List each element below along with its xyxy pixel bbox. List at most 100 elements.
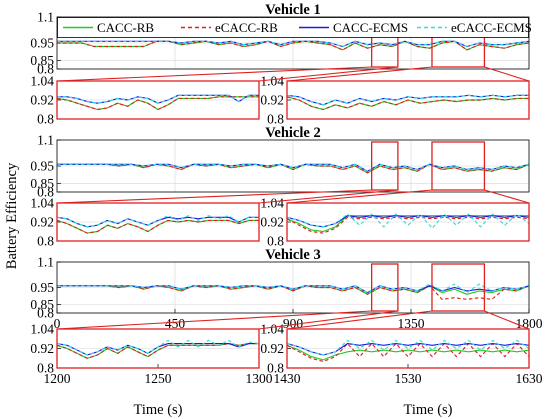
y-tick-label: 0.92 — [260, 93, 284, 108]
x-tick-label: 450 — [165, 316, 186, 331]
zoom-connectors — [56, 66, 530, 369]
y-tick-label: 0.8 — [267, 234, 284, 249]
y-tick-label: 0.8 — [37, 185, 54, 200]
zoom-connector-line — [484, 189, 530, 204]
zoom-panel-border — [56, 80, 260, 120]
zoom-highlight-box — [371, 141, 399, 191]
y-tick-label: 0.85 — [30, 297, 54, 312]
series-line-cacc-rb — [286, 344, 530, 361]
y-tick-label: 0.92 — [260, 215, 284, 230]
panels-layer: 0.80.850.951.1 Vehicle 10.80.921.040.80.9… — [30, 2, 542, 386]
panel-v3-zoom-1430: 0.8 0.92 1.04 1430 1530 1630 — [260, 322, 542, 387]
zoom-connector-line — [56, 189, 372, 204]
series-line-ecacc-rb — [286, 96, 529, 111]
x-tick-label: 1350 — [398, 316, 425, 331]
series-line-ecacc-ecms — [56, 215, 259, 228]
panel-title: Vehicle 3 — [265, 247, 320, 263]
y-tick-label: 1.1 — [37, 255, 54, 270]
y-tick-label: 0.8 — [267, 361, 284, 376]
series-line-ecacc-ecms — [286, 213, 530, 229]
zoom-connector-line — [56, 66, 372, 82]
y-tick-label: 1.04 — [260, 322, 284, 337]
legend: CACC-RB eCACC-RB CACC-ECMS eCACC-ECMS — [57, 17, 532, 38]
axes-frame — [56, 139, 530, 193]
legend-box — [57, 17, 529, 38]
zoom-connector-line — [286, 310, 433, 330]
x-tick-label: 1530 — [395, 371, 422, 386]
series-line-ecacc-ecms — [286, 94, 529, 106]
zoom-highlight-box — [431, 141, 486, 191]
y-axis-label: Battery Efficiency — [4, 162, 20, 269]
y-tick-label: 0.8 — [37, 234, 54, 249]
zoom-connector-line — [286, 66, 433, 82]
zoom-panel-border — [286, 328, 530, 369]
x-axis-label-zoom-right: Time (s) — [403, 402, 452, 418]
y-tick-label: 0.95 — [30, 36, 54, 51]
y-tick-label: 0.85 — [30, 53, 54, 68]
y-tick-label: 1.04 — [260, 196, 284, 211]
zoom-connector-line — [258, 66, 398, 82]
series-line-cacc-ecms — [286, 215, 530, 228]
y-tick-label: 1.1 — [37, 133, 54, 148]
legend-label-cacc-rb: CACC-RB — [97, 20, 154, 35]
zoom-panel-border — [286, 80, 530, 120]
legend-label-ecacc-ecms: eCACC-ECMS — [451, 20, 532, 35]
series-line-ecacc-ecms — [57, 283, 530, 294]
y-tick-label: 0.8 — [37, 112, 54, 127]
y-tick-label: 1.04 — [30, 322, 54, 337]
y-tick-label: 0.95 — [30, 280, 54, 295]
zoom-panel-border — [56, 202, 260, 242]
panel-v3-zoom-1200: 0.8 0.92 1.04 1200 1250 1300 — [30, 322, 272, 387]
panel-v1-zoom-1200: 0.8 0.92 1.04 — [30, 74, 260, 127]
series-line-ecacc-rb — [56, 96, 259, 111]
y-tick-label: 1.04 — [260, 74, 284, 89]
series-line-ecacc-ecms — [57, 163, 530, 172]
zoom-connector-line — [484, 310, 530, 330]
axes-frame — [56, 16, 530, 70]
x-tick-label: 1300 — [246, 371, 273, 386]
y-tick-label: 0.8 — [267, 112, 284, 127]
series-line-ecacc-rb — [56, 219, 259, 234]
series-line-ecacc-ecms — [57, 94, 259, 104]
x-tick-label: 1800 — [516, 316, 543, 331]
legend-label-cacc-ecms: CACC-ECMS — [333, 20, 408, 35]
x-tick-label: 0 — [54, 316, 61, 331]
y-tick-label: 0.95 — [30, 159, 54, 174]
zoom-connector-line — [56, 310, 372, 330]
panel-title: Vehicle 2 — [265, 125, 320, 141]
x-tick-label: 1250 — [145, 371, 172, 386]
y-tick-label: 0.92 — [30, 93, 54, 108]
y-tick-label: 0.8 — [37, 306, 54, 321]
legend-label-ecacc-rb: eCACC-RB — [215, 20, 278, 35]
panel-v2-full: 0.80.85 0.95 1.1 Vehicle 2 — [30, 125, 530, 200]
axes-frame — [56, 261, 530, 314]
zoom-connector-line — [258, 310, 398, 330]
series-line-ecacc-ecms — [57, 40, 530, 48]
series-line-ecacc-ecms — [56, 339, 260, 356]
series-line-ecacc-rb — [286, 343, 530, 363]
zoom-connector-line — [258, 189, 398, 204]
y-tick-label: 0.85 — [30, 176, 54, 191]
y-tick-label: 1.1 — [37, 10, 54, 25]
x-tick-label: 1200 — [44, 371, 71, 386]
zoom-connector-line — [484, 66, 530, 82]
x-axis-label-zoom-left: Time (s) — [133, 402, 182, 418]
y-tick-label: 0.8 — [37, 361, 54, 376]
y-tick-label: 0.92 — [260, 341, 284, 356]
panel-v1-full: 0.80.85 0.95 1.1 Vehicle 1 — [30, 2, 530, 77]
x-tick-label: 1630 — [516, 371, 543, 386]
zoom-highlight-box — [431, 263, 486, 312]
zoom-panel-border — [56, 328, 260, 369]
y-tick-label: 1.04 — [30, 74, 54, 89]
zoom-highlight-box — [371, 263, 399, 312]
panel-v2-zoom-1200: 0.8 0.92 1.04 — [30, 196, 260, 249]
y-tick-label: 0.92 — [30, 341, 54, 356]
zoom-panel-border — [286, 202, 530, 242]
zoom-connector-line — [286, 189, 433, 204]
x-tick-label: 1430 — [274, 371, 301, 386]
y-tick-label: 0.8 — [37, 62, 54, 77]
panel-title: Vehicle 1 — [265, 2, 320, 18]
series-line-ecacc-ecms — [286, 339, 530, 356]
